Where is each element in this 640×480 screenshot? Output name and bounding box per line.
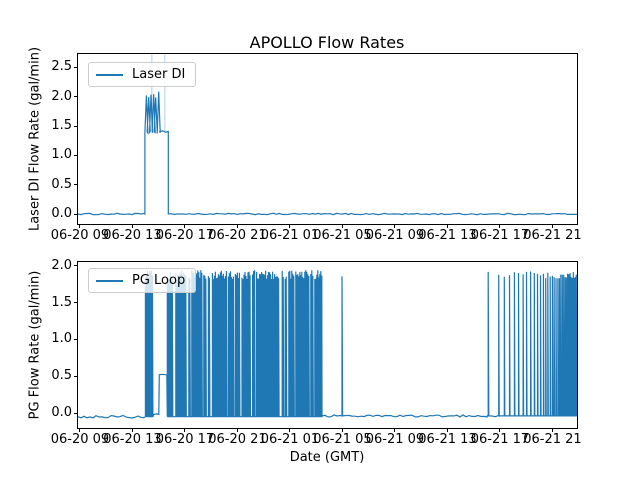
x-tick-mark bbox=[236, 428, 238, 432]
pg-loop-legend-label: PG Loop bbox=[132, 273, 186, 288]
x-tick-label: 06-20 21 bbox=[208, 432, 267, 447]
laser-di-legend-label: Laser DI bbox=[132, 67, 186, 82]
x-tick-mark bbox=[446, 224, 448, 228]
x-tick-label: 06-21 01 bbox=[260, 432, 320, 447]
x-tick-label: 06-21 17 bbox=[470, 228, 530, 243]
x-tick-label: 06-20 09 bbox=[50, 432, 110, 447]
x-tick-label: 06-20 13 bbox=[103, 228, 162, 243]
x-tick-mark bbox=[131, 428, 133, 432]
y-tick-label: 2.0 bbox=[51, 88, 72, 104]
x-tick-label: 06-21 05 bbox=[313, 432, 372, 447]
y-tick-mark bbox=[74, 213, 78, 215]
laser-di-legend: Laser DI bbox=[88, 62, 197, 87]
x-tick-mark bbox=[499, 224, 501, 228]
x-tick-label: 06-21 09 bbox=[365, 432, 425, 447]
x-tick-label: 06-20 17 bbox=[155, 432, 215, 447]
x-tick-label: 06-21 21 bbox=[523, 228, 582, 243]
x-tick-mark bbox=[79, 224, 81, 228]
x-tick-mark bbox=[341, 224, 343, 228]
y-tick-mark bbox=[74, 338, 78, 340]
y-tick-label: 0.5 bbox=[51, 176, 72, 192]
x-tick-mark bbox=[131, 224, 133, 228]
x-tick-mark bbox=[236, 224, 238, 228]
y-tick-mark bbox=[74, 375, 78, 377]
x-tick-mark bbox=[341, 428, 343, 432]
legend-line-sample-icon bbox=[96, 73, 123, 76]
x-tick-label: 06-21 21 bbox=[523, 432, 582, 447]
y-tick-mark bbox=[74, 66, 78, 68]
y-tick-label: 0.5 bbox=[51, 368, 72, 384]
x-tick-mark bbox=[551, 224, 553, 228]
y-tick-label: 2.0 bbox=[51, 257, 72, 273]
x-tick-label: 06-21 09 bbox=[365, 228, 425, 243]
x-tick-mark bbox=[394, 428, 396, 432]
x-tick-label: 06-21 13 bbox=[418, 432, 477, 447]
x-tick-label: 06-21 17 bbox=[470, 432, 530, 447]
pg-loop-plot-area: PG Loop bbox=[77, 261, 578, 429]
y-tick-label: 0.0 bbox=[51, 405, 72, 420]
x-tick-label: 06-20 09 bbox=[50, 228, 110, 243]
y-tick-label: 2.5 bbox=[51, 59, 72, 75]
x-tick-label: 06-20 21 bbox=[208, 228, 267, 243]
x-tick-label: 06-20 17 bbox=[155, 228, 215, 243]
chart-title: APOLLO Flow Rates bbox=[249, 33, 405, 52]
y-tick-label: 0.0 bbox=[51, 206, 72, 222]
x-tick-mark bbox=[394, 224, 396, 228]
x-tick-label: 06-21 05 bbox=[313, 228, 372, 243]
x-tick-mark bbox=[184, 428, 186, 432]
x-tick-label: 06-20 13 bbox=[103, 432, 162, 447]
x-tick-mark bbox=[446, 428, 448, 432]
laser-di-plot-area: Laser DI bbox=[77, 53, 578, 225]
x-tick-label: 06-21 01 bbox=[260, 228, 320, 243]
y-tick-mark bbox=[74, 154, 78, 156]
pg-loop-line bbox=[78, 270, 577, 419]
x-tick-mark bbox=[551, 428, 553, 432]
y-tick-mark bbox=[74, 96, 78, 98]
x-tick-mark bbox=[289, 224, 291, 228]
x-tick-label: 06-21 13 bbox=[418, 228, 477, 243]
x-tick-mark bbox=[184, 224, 186, 228]
y-tick-label: 1.5 bbox=[51, 118, 72, 134]
x-tick-mark bbox=[499, 428, 501, 432]
legend-line-sample-icon bbox=[96, 279, 123, 282]
y-tick-label: 1.0 bbox=[51, 331, 72, 347]
y-tick-mark bbox=[74, 184, 78, 186]
pg-loop-legend: PG Loop bbox=[88, 268, 197, 293]
y-tick-mark bbox=[74, 125, 78, 127]
x-axis-label: Date (GMT) bbox=[289, 450, 365, 465]
laser-di-line bbox=[78, 91, 577, 216]
y-tick-mark bbox=[74, 265, 78, 267]
pg-loop-chart bbox=[78, 270, 577, 419]
y-tick-mark bbox=[74, 412, 78, 414]
y-tick-mark bbox=[74, 302, 78, 304]
y-tick-label: 1.5 bbox=[51, 294, 72, 310]
y-tick-label: 1.0 bbox=[51, 147, 72, 163]
x-tick-mark bbox=[79, 428, 81, 432]
x-tick-mark bbox=[289, 428, 291, 432]
